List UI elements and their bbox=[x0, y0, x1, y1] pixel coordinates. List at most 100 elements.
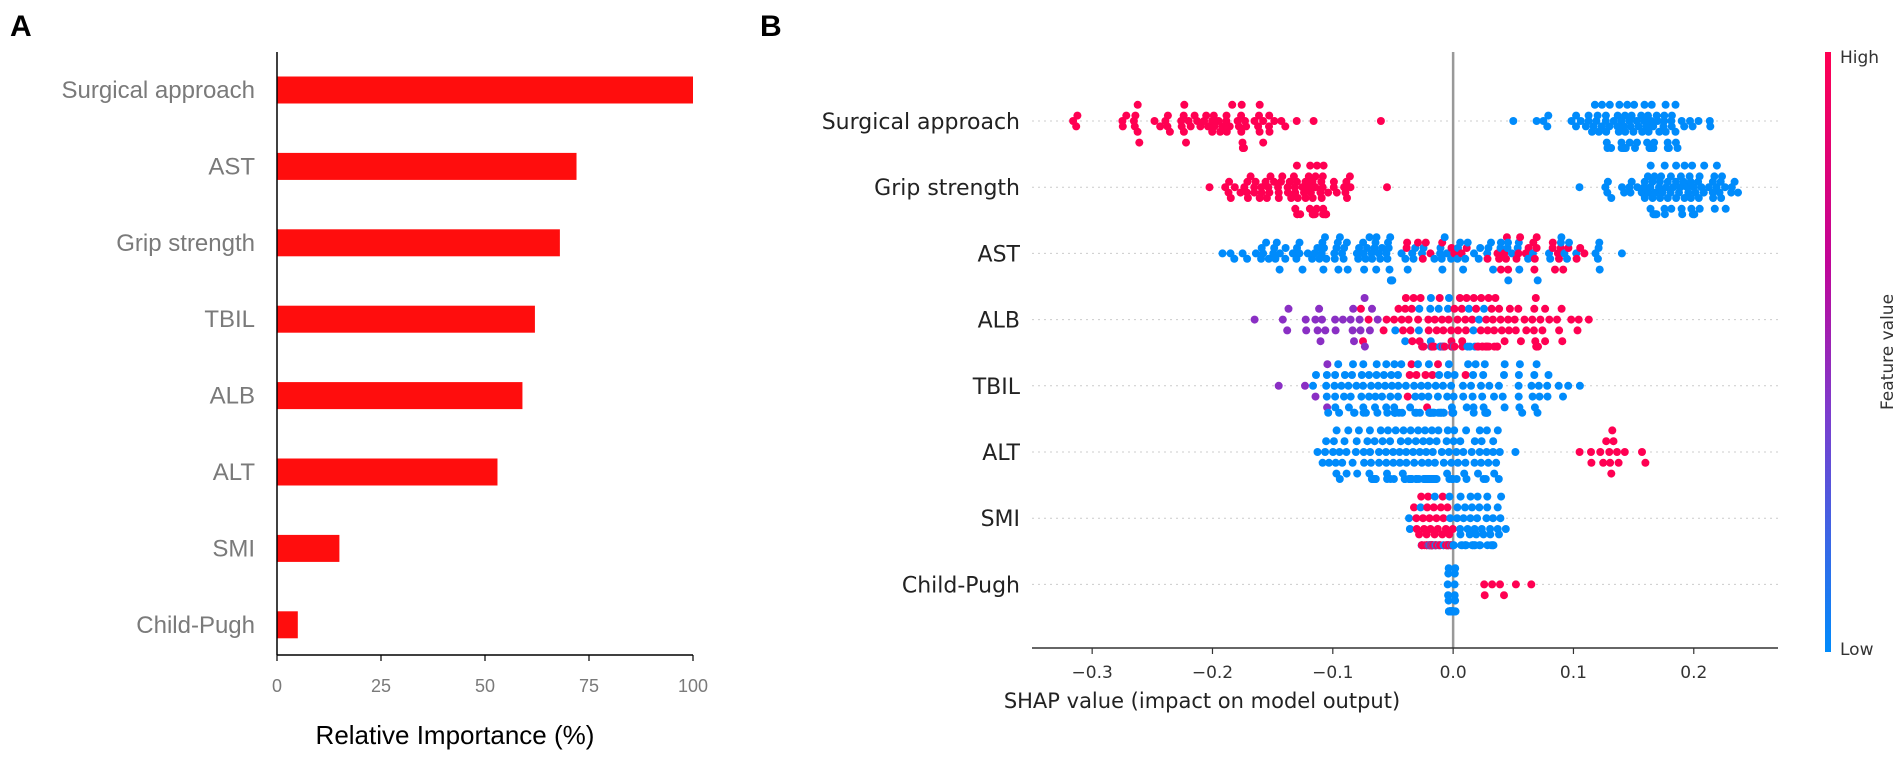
shap-point-low bbox=[1313, 244, 1322, 252]
shap-point-low bbox=[1640, 100, 1649, 109]
shap-point-low bbox=[1621, 127, 1630, 136]
shap-point-high bbox=[1293, 194, 1302, 202]
b-category-label: AST bbox=[978, 242, 1021, 267]
shap-point-low bbox=[1598, 100, 1606, 109]
shap-point-low bbox=[1480, 304, 1488, 313]
shap-point-low bbox=[1259, 249, 1268, 258]
b-tick-label: −0.2 bbox=[1192, 663, 1233, 683]
shap-point-low bbox=[1464, 360, 1473, 369]
shap-point-low bbox=[1372, 371, 1381, 379]
shap-point-low bbox=[1543, 122, 1552, 131]
shap-point-low bbox=[1456, 530, 1465, 539]
shap-point-low bbox=[1444, 304, 1452, 313]
shap-point-high bbox=[1483, 254, 1492, 263]
shap-point-high bbox=[1504, 326, 1513, 335]
shap-point-high bbox=[1324, 188, 1333, 197]
b-tick-labels: −0.3 −0.2 −0.1 0.0 0.1 0.2 bbox=[1072, 663, 1708, 683]
shap-point-low bbox=[1477, 381, 1485, 390]
shap-point-low bbox=[1467, 381, 1475, 390]
shap-point-low bbox=[1422, 448, 1431, 456]
shap-point-high bbox=[1274, 194, 1283, 202]
bar-smi bbox=[277, 534, 340, 562]
shap-point-low bbox=[1342, 469, 1351, 478]
shap-point-low bbox=[1475, 426, 1484, 435]
shap-point-high bbox=[1255, 100, 1264, 109]
shap-point-low bbox=[1469, 326, 1478, 335]
shap-point-high bbox=[1265, 111, 1274, 120]
shap-point-high bbox=[1497, 326, 1506, 335]
shap-point-high bbox=[1408, 337, 1417, 346]
shap-point-high bbox=[1240, 144, 1248, 152]
shap-point-low bbox=[1322, 437, 1331, 446]
shap-point-low bbox=[1462, 475, 1471, 483]
shap-point-high bbox=[1429, 503, 1438, 512]
shap-point-low bbox=[1404, 437, 1413, 446]
shap-point-mid bbox=[1301, 315, 1310, 324]
shap-point-low bbox=[1672, 177, 1680, 186]
shap-point-low bbox=[1625, 138, 1634, 147]
shap-point-low bbox=[1621, 111, 1629, 120]
shap-point-low bbox=[1482, 448, 1491, 456]
b-axes bbox=[1032, 647, 1778, 654]
shap-point-high bbox=[1180, 100, 1189, 109]
a-category-label: TBIL bbox=[204, 306, 255, 333]
shap-point-low bbox=[1395, 458, 1404, 467]
shap-point-low bbox=[1342, 238, 1351, 247]
a-category-label: SMI bbox=[212, 535, 255, 562]
shap-point-low bbox=[1449, 541, 1458, 550]
shap-point-high bbox=[1490, 326, 1499, 335]
shap-point-low bbox=[1409, 254, 1418, 263]
shap-point-high bbox=[1444, 315, 1453, 324]
a-category-label: ALT bbox=[213, 459, 256, 486]
shap-point-low bbox=[1465, 530, 1474, 539]
shap-point-low bbox=[1475, 503, 1484, 512]
shap-point-low bbox=[1344, 381, 1353, 390]
shap-point-low bbox=[1533, 408, 1542, 417]
shap-point-high bbox=[1225, 177, 1234, 186]
shap-point-low bbox=[1687, 194, 1695, 202]
shap-point-high bbox=[1179, 127, 1188, 136]
shap-point-low bbox=[1391, 326, 1400, 335]
shap-point-low bbox=[1497, 492, 1506, 501]
shap-point-low bbox=[1518, 408, 1527, 417]
shap-point-low bbox=[1319, 265, 1328, 274]
shap-point-high bbox=[1405, 371, 1414, 379]
shap-point-high bbox=[1417, 492, 1426, 501]
shap-point-low bbox=[1498, 392, 1507, 401]
shap-point-high bbox=[1572, 254, 1581, 263]
shap-point-low bbox=[1218, 249, 1227, 258]
shap-point-low bbox=[1700, 161, 1709, 170]
shap-point-high bbox=[1182, 138, 1190, 147]
shap-point-high bbox=[1488, 580, 1497, 589]
shap-point-low bbox=[1363, 244, 1371, 252]
shap-point-high bbox=[1430, 315, 1439, 324]
shap-point-low bbox=[1633, 183, 1642, 192]
shap-point-low bbox=[1626, 188, 1635, 197]
shap-point-mid bbox=[1331, 315, 1340, 324]
shap-point-low bbox=[1416, 503, 1425, 512]
shap-point-low bbox=[1357, 371, 1366, 379]
shap-point-low bbox=[1354, 254, 1363, 263]
shap-point-low bbox=[1489, 448, 1498, 456]
shap-point-high bbox=[1424, 492, 1433, 501]
shap-point-high bbox=[1576, 244, 1585, 252]
shap-point-low bbox=[1489, 265, 1498, 274]
shap-point-high bbox=[1311, 172, 1320, 181]
shap-point-high bbox=[1439, 514, 1448, 523]
shap-point-low bbox=[1483, 408, 1492, 417]
shap-point-low bbox=[1532, 360, 1541, 369]
shap-point-low bbox=[1489, 541, 1498, 550]
shap-point-low bbox=[1394, 392, 1402, 401]
shap-point-low bbox=[1484, 458, 1493, 467]
shap-point-low bbox=[1442, 437, 1451, 446]
shap-point-high bbox=[1318, 183, 1327, 192]
shap-point-high bbox=[1428, 371, 1437, 379]
shap-point-low bbox=[1372, 360, 1381, 369]
shap-point-low bbox=[1443, 371, 1452, 379]
shap-point-high bbox=[1343, 194, 1351, 202]
shap-point-low bbox=[1680, 122, 1689, 131]
shap-point-low bbox=[1405, 525, 1414, 533]
shap-point-low bbox=[1630, 100, 1639, 109]
shap-point-high bbox=[1379, 326, 1388, 335]
shap-point-high bbox=[1462, 294, 1471, 302]
